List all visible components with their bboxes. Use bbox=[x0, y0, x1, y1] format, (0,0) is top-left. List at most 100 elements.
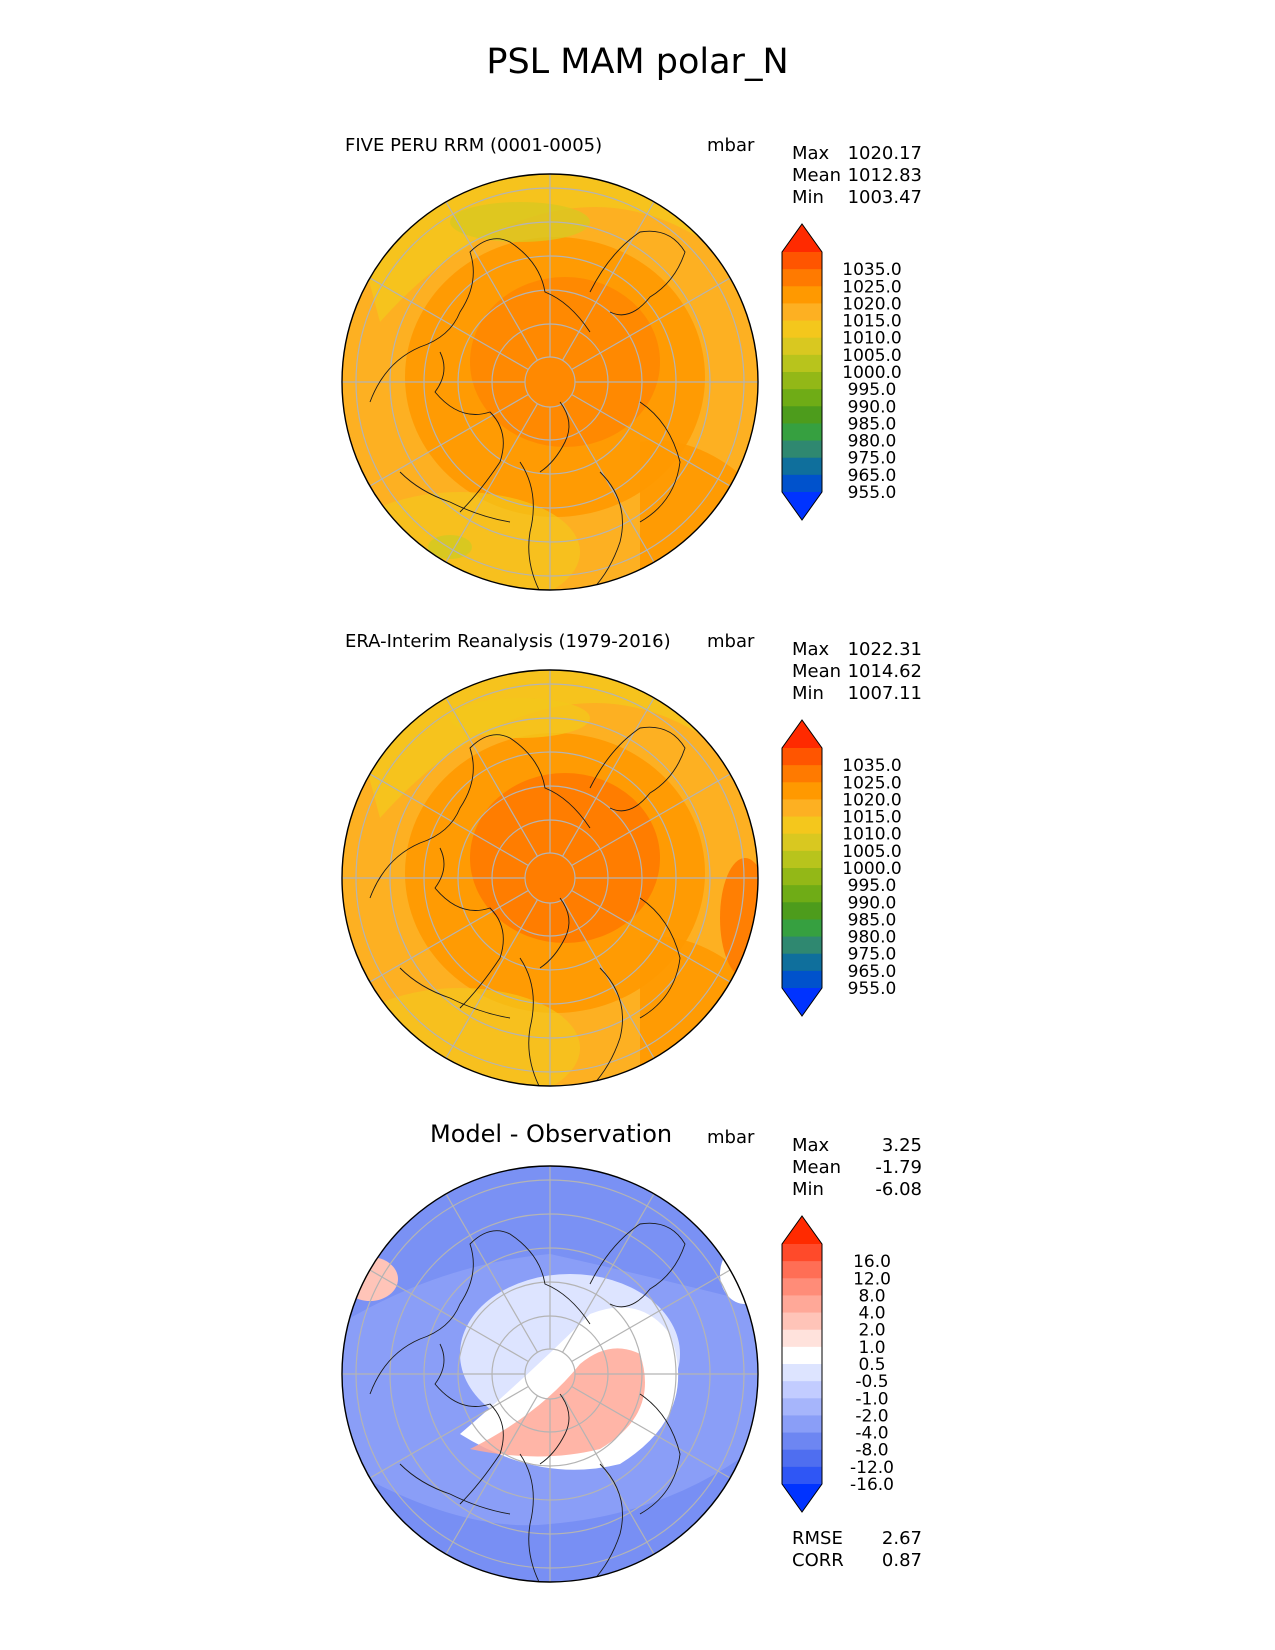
stat-value: 1012.83 bbox=[847, 165, 922, 186]
longitude-line bbox=[369, 1269, 529, 1363]
panel-diff: Model - Observation mbar Max 3.25 Mean -1.… bbox=[0, 1120, 1275, 1612]
metric-rmse: RMSE 2.67 bbox=[792, 1528, 922, 1550]
stat-value: 1022.31 bbox=[847, 639, 922, 660]
coastline bbox=[589, 471, 623, 590]
polar-map bbox=[341, 173, 759, 591]
longitude-line bbox=[561, 201, 655, 361]
colorbar-segment bbox=[782, 354, 822, 373]
longitude-line bbox=[571, 773, 731, 867]
stat-min: Min 1007.11 bbox=[792, 683, 922, 705]
panel-title: ERA-Interim Reanalysis (1979-2016) bbox=[345, 631, 671, 652]
field-contour bbox=[342, 670, 758, 818]
colorbar-tick-label: 4.0 bbox=[858, 1304, 885, 1324]
units-label: mbar bbox=[707, 631, 755, 652]
coastline bbox=[399, 1463, 511, 1515]
coastline bbox=[399, 967, 511, 1019]
metric-label: RMSE bbox=[792, 1528, 843, 1549]
colorbar-segment bbox=[782, 423, 822, 442]
colorbar-tick-label: 1035.0 bbox=[842, 756, 901, 776]
coastline bbox=[539, 401, 570, 473]
colorbar-segment bbox=[782, 406, 822, 424]
colorbar-tick-label: 12.0 bbox=[853, 1269, 891, 1289]
field-contour bbox=[342, 1444, 758, 1582]
stat-max: Max 3.25 bbox=[792, 1135, 922, 1157]
colorbar-tick-label: 2.0 bbox=[858, 1321, 885, 1341]
colorbar-tick-label: -12.0 bbox=[850, 1458, 894, 1478]
panel-title: FIVE PERU RRM (0001-0005) bbox=[345, 135, 603, 156]
longitude-line bbox=[445, 697, 539, 857]
colorbar-tick-label: 965.0 bbox=[848, 466, 897, 486]
figure-title: PSL MAM polar_N bbox=[486, 42, 789, 82]
coastline bbox=[589, 230, 686, 316]
colorbar: 1035.01025.01020.01015.01010.01005.01000… bbox=[781, 719, 902, 1017]
colorbar-segment bbox=[782, 850, 822, 869]
colorbar-segment bbox=[782, 970, 822, 989]
longitude-line bbox=[561, 403, 655, 563]
colorbar-segment bbox=[782, 1244, 822, 1262]
metric-corr: CORR 0.87 bbox=[792, 1550, 922, 1572]
coastline bbox=[539, 1393, 570, 1465]
panel-obs: ERA-Interim Reanalysis (1979-2016) mbar … bbox=[0, 626, 1275, 1116]
longitude-line bbox=[369, 277, 529, 371]
longitude-line bbox=[445, 1395, 539, 1555]
colorbar-tick-label: 1000.0 bbox=[842, 859, 901, 879]
colorbar-segment bbox=[782, 1312, 822, 1331]
coastline bbox=[589, 967, 623, 1086]
colorbar-tick-label: 1015.0 bbox=[842, 312, 901, 332]
colorbar-segment bbox=[782, 799, 822, 818]
colorbar-tick-label: 1020.0 bbox=[842, 790, 901, 810]
field-contour bbox=[450, 698, 590, 738]
colorbar-segment bbox=[782, 440, 822, 459]
coastline bbox=[639, 1393, 681, 1515]
colorbar-segment bbox=[782, 816, 822, 835]
colorbar-segment bbox=[782, 337, 822, 356]
stats-block: Max 3.25 Mean -1.79 Min -6.08 bbox=[792, 1135, 922, 1201]
stats-block: Max 1020.17 Mean 1012.83 Min 1003.47 bbox=[792, 143, 922, 209]
colorbar-segment bbox=[782, 320, 822, 339]
colorbar-segment bbox=[782, 902, 822, 920]
colorbar-segment bbox=[782, 252, 822, 270]
metric-label: CORR bbox=[792, 1550, 844, 1571]
colorbar-tick-label: 16.0 bbox=[853, 1252, 891, 1272]
colorbar-segment bbox=[782, 389, 822, 407]
colorbar-tick-label: 0.5 bbox=[858, 1355, 885, 1375]
stat-value: 1007.11 bbox=[847, 683, 922, 704]
coastline bbox=[539, 897, 570, 969]
map-field bbox=[342, 670, 758, 1086]
coastline bbox=[434, 847, 504, 1009]
longitude-line bbox=[571, 1385, 731, 1479]
colorbar-segment bbox=[782, 286, 822, 304]
map-border bbox=[341, 1165, 759, 1583]
stat-label: Min bbox=[792, 187, 824, 208]
colorbar-segment bbox=[782, 1432, 822, 1451]
colorbar-tick-label: 1005.0 bbox=[842, 346, 901, 366]
coastline bbox=[434, 1343, 504, 1505]
polar-map bbox=[341, 1165, 759, 1583]
stat-label: Max bbox=[792, 639, 830, 660]
colorbar-extend-max bbox=[782, 720, 822, 748]
colorbar-segment bbox=[782, 303, 822, 322]
colorbar-outline bbox=[781, 719, 823, 1017]
longitude-line bbox=[445, 403, 539, 563]
colorbar-segment bbox=[782, 1278, 822, 1296]
metric-value: 2.67 bbox=[881, 1528, 922, 1549]
colorbar-segment bbox=[782, 782, 822, 800]
colorbar-extend-max bbox=[782, 224, 822, 252]
colorbar-tick-label: 955.0 bbox=[848, 979, 897, 999]
units-label: mbar bbox=[707, 1127, 755, 1148]
colorbar-tick-label: 995.0 bbox=[848, 380, 897, 400]
longitude-line bbox=[561, 1395, 655, 1555]
coastline bbox=[589, 726, 686, 812]
longitude-line bbox=[561, 697, 655, 857]
coastline bbox=[369, 1230, 591, 1395]
stat-max: Max 1022.31 bbox=[792, 639, 922, 661]
colorbar-segment bbox=[782, 372, 822, 390]
coastline bbox=[519, 1453, 541, 1582]
colorbar-tick-label: 980.0 bbox=[848, 928, 897, 948]
stat-label: Min bbox=[792, 1179, 824, 1200]
metrics-block: RMSE 2.67 CORR 0.87 bbox=[792, 1528, 922, 1572]
colorbar-segment bbox=[782, 765, 822, 783]
coastlines bbox=[369, 230, 686, 590]
polar-map bbox=[341, 669, 759, 1087]
stat-mean: Mean 1012.83 bbox=[792, 165, 922, 187]
